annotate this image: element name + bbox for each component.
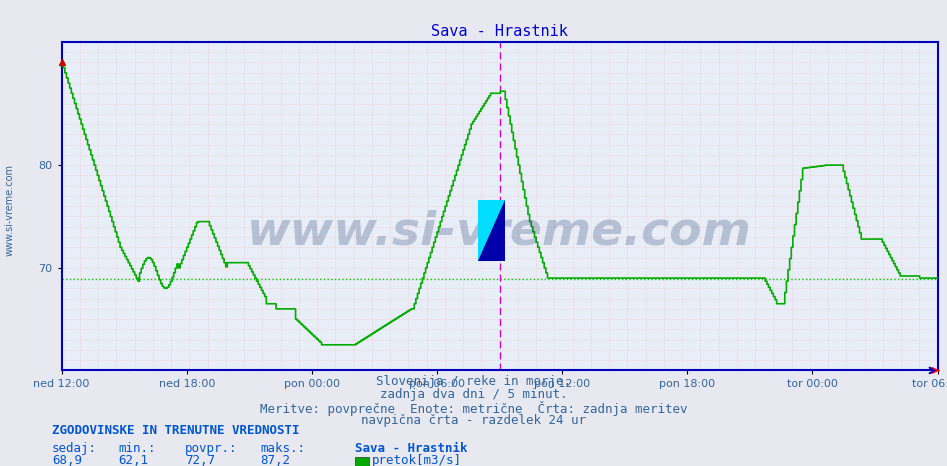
Text: 68,9: 68,9 — [52, 454, 82, 466]
Text: ZGODOVINSKE IN TRENUTNE VREDNOSTI: ZGODOVINSKE IN TRENUTNE VREDNOSTI — [52, 424, 299, 437]
Text: www.si-vreme.com: www.si-vreme.com — [247, 210, 752, 255]
Text: 62,1: 62,1 — [118, 454, 149, 466]
Text: 87,2: 87,2 — [260, 454, 291, 466]
Text: zadnja dva dni / 5 minut.: zadnja dva dni / 5 minut. — [380, 388, 567, 401]
Polygon shape — [478, 200, 505, 261]
Text: navpična črta - razdelek 24 ur: navpična črta - razdelek 24 ur — [361, 414, 586, 427]
Polygon shape — [478, 200, 505, 261]
Title: Sava - Hrastnik: Sava - Hrastnik — [431, 24, 568, 40]
Text: min.:: min.: — [118, 442, 156, 455]
Text: Slovenija / reke in morje.: Slovenija / reke in morje. — [376, 375, 571, 388]
Text: 72,7: 72,7 — [185, 454, 215, 466]
Text: www.si-vreme.com: www.si-vreme.com — [5, 164, 15, 256]
Text: Sava - Hrastnik: Sava - Hrastnik — [355, 442, 468, 455]
Text: Meritve: povprečne  Enote: metrične  Črta: zadnja meritev: Meritve: povprečne Enote: metrične Črta:… — [259, 401, 688, 416]
Text: maks.:: maks.: — [260, 442, 306, 455]
Text: povpr.:: povpr.: — [185, 442, 237, 455]
Text: pretok[m3/s]: pretok[m3/s] — [372, 454, 462, 466]
Polygon shape — [478, 200, 505, 261]
Text: sedaj:: sedaj: — [52, 442, 98, 455]
